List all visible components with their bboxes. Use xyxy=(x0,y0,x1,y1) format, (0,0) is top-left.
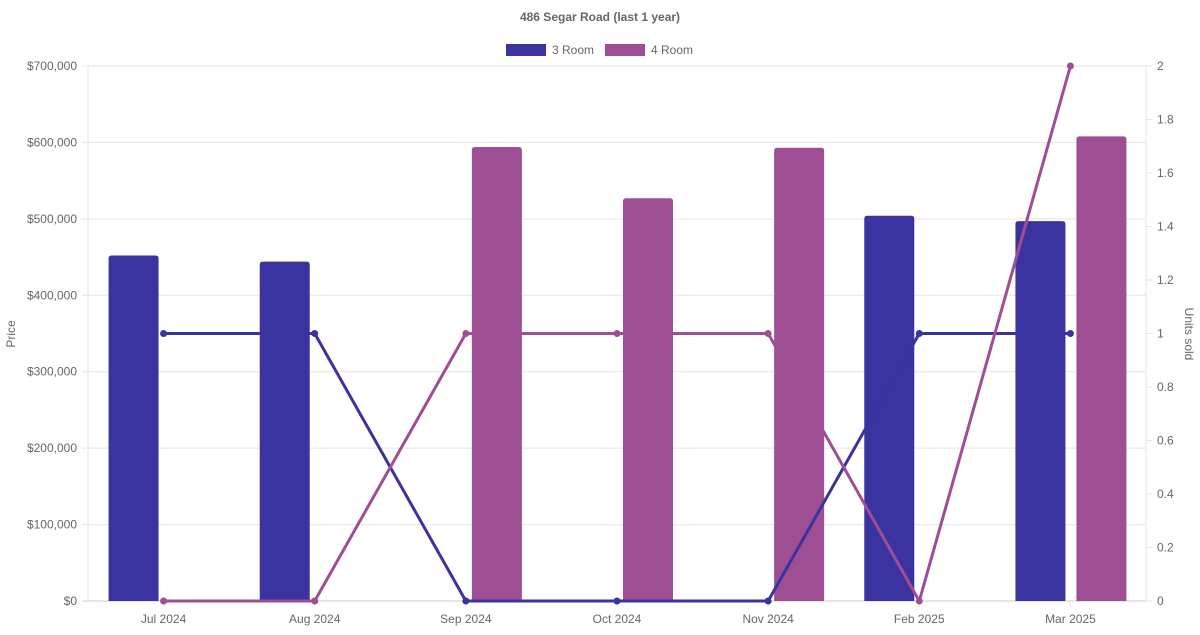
y-tick-label: $200,000 xyxy=(27,441,77,455)
x-tick-label: Mar 2025 xyxy=(1045,612,1096,626)
x-tick-label: Oct 2024 xyxy=(593,612,642,626)
point-4-room xyxy=(915,597,923,605)
y-tick-label: $700,000 xyxy=(27,59,77,73)
y2-tick-label: 0.8 xyxy=(1157,380,1174,394)
bar-3-room xyxy=(864,215,915,602)
x-tick-label: Jul 2024 xyxy=(141,612,187,626)
y2-tick-label: 1.8 xyxy=(1157,113,1174,127)
point-3-room xyxy=(462,597,470,605)
y2-tick-label: 0.4 xyxy=(1157,487,1174,501)
chart-title: 486 Segar Road (last 1 year) xyxy=(520,10,680,24)
point-3-room xyxy=(311,330,319,337)
point-3-room xyxy=(613,597,621,605)
point-4-room xyxy=(764,330,772,337)
bar-4-room xyxy=(623,198,673,601)
y-tick-label: $0 xyxy=(64,594,78,608)
point-4-room xyxy=(311,597,319,605)
y-axis-label: Price xyxy=(4,320,18,348)
point-4-room xyxy=(160,597,168,605)
point-4-room xyxy=(1066,62,1074,70)
y2-tick-label: 1.2 xyxy=(1157,273,1174,287)
y2-tick-label: 0.2 xyxy=(1157,541,1174,555)
y-tick-label: $400,000 xyxy=(27,288,77,302)
y-tick-label: $100,000 xyxy=(27,518,77,532)
y2-tick-label: 1.6 xyxy=(1157,166,1174,180)
y-tick-label: $600,000 xyxy=(27,135,77,149)
legend-label-4-room[interactable]: 4 Room xyxy=(651,43,693,57)
point-4-room xyxy=(462,330,470,337)
y-tick-label: $300,000 xyxy=(27,365,77,379)
point-3-room xyxy=(764,597,772,605)
bar-3-room xyxy=(108,255,159,602)
x-tick-label: Aug 2024 xyxy=(289,612,341,626)
x-tick-label: Feb 2025 xyxy=(894,612,945,626)
y2-tick-label: 1.4 xyxy=(1157,220,1174,234)
point-4-room xyxy=(613,330,621,337)
bar-3-room xyxy=(259,261,310,601)
y2-tick-label: 1 xyxy=(1157,327,1164,341)
y2-tick-label: 0.6 xyxy=(1157,434,1174,448)
legend-swatch-3-room[interactable] xyxy=(506,44,546,56)
bar-3-room xyxy=(1015,221,1066,601)
point-3-room xyxy=(1066,330,1074,337)
point-3-room xyxy=(915,330,923,337)
bar-4-room xyxy=(471,147,522,601)
legend-swatch-4-room[interactable] xyxy=(605,44,645,56)
y-tick-label: $500,000 xyxy=(27,212,77,226)
y2-tick-label: 0 xyxy=(1157,594,1164,608)
x-tick-label: Sep 2024 xyxy=(440,612,492,626)
legend: 3 Room 4 Room xyxy=(506,43,693,57)
point-3-room xyxy=(160,330,168,337)
y2-tick-label: 2 xyxy=(1157,59,1164,73)
bar-4-room xyxy=(774,147,825,601)
y2-axis-label: Units sold xyxy=(1182,308,1196,361)
legend-label-3-room[interactable]: 3 Room xyxy=(552,43,594,57)
bar-4-room xyxy=(1076,136,1127,602)
x-tick-label: Nov 2024 xyxy=(742,612,794,626)
